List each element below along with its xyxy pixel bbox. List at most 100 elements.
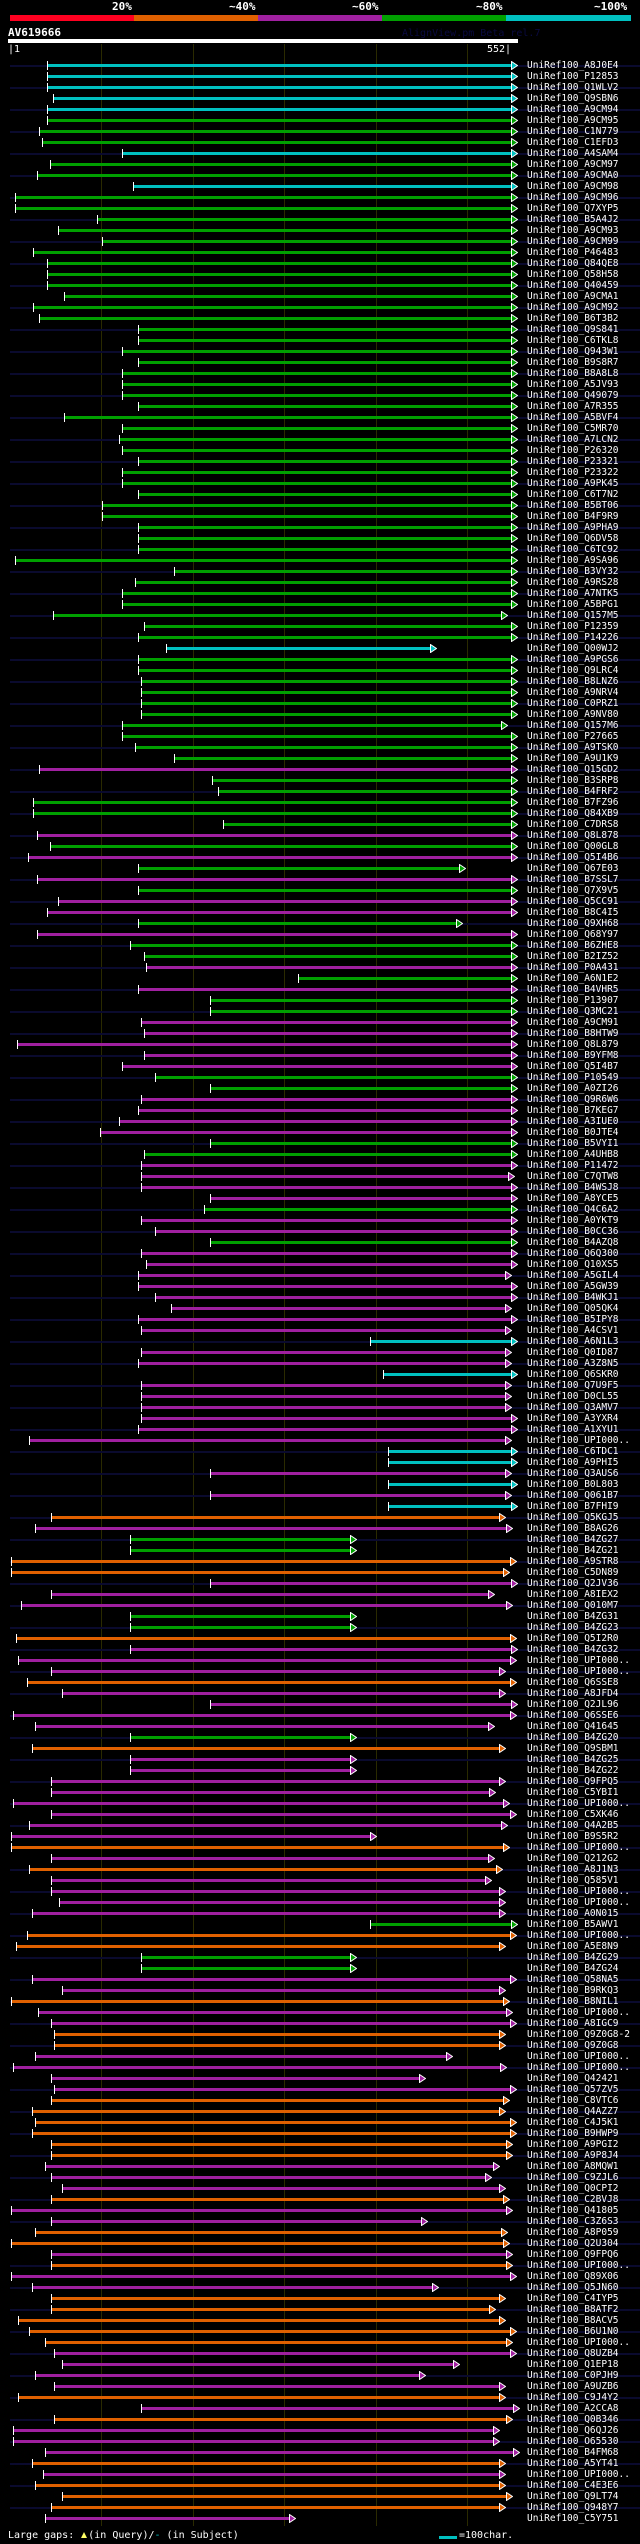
hit-row[interactable]: UniRef100_Q5I4B6: [0, 852, 640, 863]
hit-row[interactable]: UniRef100_A9CM99: [0, 236, 640, 247]
hit-row[interactable]: UniRef100_B4ZG32: [0, 1644, 640, 1655]
alignment-bar[interactable]: [18, 1659, 510, 1662]
hit-row[interactable]: UniRef100_Q2U304: [0, 2238, 640, 2249]
hit-row[interactable]: UniRef100_Q9S841: [0, 324, 640, 335]
hit-label[interactable]: UniRef100_Q5JN60: [527, 2282, 619, 2293]
hit-row[interactable]: UniRef100_B8A8L8: [0, 368, 640, 379]
hit-row[interactable]: UniRef100_O65530: [0, 2436, 640, 2447]
alignment-bar[interactable]: [58, 1901, 499, 1904]
hit-row[interactable]: UniRef100_B7FZ96: [0, 797, 640, 808]
hit-label[interactable]: UniRef100_B5VYI1: [527, 1138, 619, 1149]
hit-label[interactable]: UniRef100_A9CMA0: [527, 170, 619, 181]
hit-row[interactable]: UniRef100_P14226: [0, 632, 640, 643]
alignment-bar[interactable]: [146, 1263, 512, 1266]
alignment-bar[interactable]: [36, 933, 512, 936]
hit-row[interactable]: UniRef100_A7R355: [0, 401, 640, 412]
alignment-bar[interactable]: [46, 119, 512, 122]
hit-label[interactable]: UniRef100_D0CL55: [527, 1391, 619, 1402]
hit-label[interactable]: UniRef100_C5MR70: [527, 423, 619, 434]
hit-label[interactable]: UniRef100_A8YCE5: [527, 1193, 619, 1204]
alignment-bar[interactable]: [51, 2308, 490, 2311]
hit-label[interactable]: UniRef100_Q67E03: [527, 863, 619, 874]
hit-label[interactable]: UniRef100_A4CSV1: [527, 1325, 619, 1336]
hit-row[interactable]: UniRef100_UPI000..: [0, 2007, 640, 2018]
alignment-bar[interactable]: [129, 1615, 350, 1618]
hit-label[interactable]: UniRef100_C6T7N2: [527, 489, 619, 500]
hit-label[interactable]: UniRef100_P0A431: [527, 962, 619, 973]
alignment-bar[interactable]: [209, 1472, 506, 1475]
alignment-bar[interactable]: [122, 724, 502, 727]
hit-label[interactable]: UniRef100_Q010M7: [527, 1600, 619, 1611]
hit-row[interactable]: UniRef100_A3IUE0: [0, 1116, 640, 1127]
hit-label[interactable]: UniRef100_Q6Q300: [527, 1248, 619, 1259]
hit-row[interactable]: UniRef100_Q5I2R0: [0, 1633, 640, 1644]
hit-label[interactable]: UniRef100_Q9Z0G8: [527, 2040, 619, 2051]
hit-row[interactable]: UniRef100_Q7XYP5: [0, 203, 640, 214]
hit-row[interactable]: UniRef100_B4WSJ8: [0, 1182, 640, 1193]
hit-label[interactable]: UniRef100_Q4A2B5: [527, 1820, 619, 1831]
hit-row[interactable]: UniRef100_B7KEG7: [0, 1105, 640, 1116]
hit-row[interactable]: UniRef100_Q89X06: [0, 2271, 640, 2282]
hit-row[interactable]: UniRef100_C0PRZ1: [0, 698, 640, 709]
alignment-bar[interactable]: [51, 1857, 488, 1860]
alignment-bar[interactable]: [140, 1351, 506, 1354]
alignment-bar[interactable]: [51, 2154, 506, 2157]
alignment-bar[interactable]: [137, 460, 512, 463]
hit-label[interactable]: UniRef100_Q6DV58: [527, 533, 619, 544]
hit-row[interactable]: UniRef100_UPI000..: [0, 2062, 640, 2073]
hit-row[interactable]: UniRef100_C5YBI1: [0, 1787, 640, 1798]
hit-label[interactable]: UniRef100_C2BVJ8: [527, 2194, 619, 2205]
hit-label[interactable]: UniRef100_Q58H58: [527, 269, 619, 280]
alignment-bar[interactable]: [51, 2253, 506, 2256]
alignment-bar[interactable]: [54, 2352, 510, 2355]
alignment-bar[interactable]: [51, 1593, 488, 1596]
alignment-bar[interactable]: [122, 394, 512, 397]
alignment-bar[interactable]: [140, 1219, 512, 1222]
alignment-bar[interactable]: [33, 251, 512, 254]
hit-label[interactable]: UniRef100_Q9S841: [527, 324, 619, 335]
alignment-bar[interactable]: [39, 130, 512, 133]
hit-row[interactable]: UniRef100_B4ZG31: [0, 1611, 640, 1622]
hit-label[interactable]: UniRef100_B4ZG24: [527, 1963, 619, 1974]
hit-label[interactable]: UniRef100_UPI000..: [527, 2469, 630, 2480]
hit-label[interactable]: UniRef100_A6N1E2: [527, 973, 619, 984]
alignment-bar[interactable]: [140, 1967, 350, 1970]
hit-row[interactable]: UniRef100_B4F9R9: [0, 511, 640, 522]
hit-row[interactable]: UniRef100_Q8UZB4: [0, 2348, 640, 2359]
alignment-bar[interactable]: [54, 2385, 499, 2388]
alignment-bar[interactable]: [51, 1879, 485, 1882]
alignment-bar[interactable]: [62, 1989, 499, 1992]
hit-row[interactable]: UniRef100_C6T7N2: [0, 489, 640, 500]
hit-row[interactable]: UniRef100_A8IEX2: [0, 1589, 640, 1600]
alignment-bar[interactable]: [44, 2451, 514, 2454]
alignment-bar[interactable]: [34, 1527, 506, 1530]
hit-row[interactable]: UniRef100_A9PGI2: [0, 2139, 640, 2150]
hit-label[interactable]: UniRef100_Q0ID87: [527, 1347, 619, 1358]
alignment-bar[interactable]: [144, 1032, 512, 1035]
hit-label[interactable]: UniRef100_B0L803: [527, 1479, 619, 1490]
hit-row[interactable]: UniRef100_Q212G2: [0, 1853, 640, 1864]
alignment-bar[interactable]: [26, 1934, 510, 1937]
hit-row[interactable]: UniRef100_B9HWP9: [0, 2128, 640, 2139]
alignment-bar[interactable]: [223, 823, 512, 826]
hit-label[interactable]: UniRef100_Q9R6W6: [527, 1094, 619, 1105]
hit-label[interactable]: UniRef100_A5GW39: [527, 1281, 619, 1292]
hit-label[interactable]: UniRef100_C5YBI1: [527, 1787, 619, 1798]
alignment-bar[interactable]: [137, 526, 512, 529]
alignment-bar[interactable]: [137, 889, 512, 892]
hit-label[interactable]: UniRef100_UPI000..: [527, 1930, 630, 1941]
hit-row[interactable]: UniRef100_B4FM68: [0, 2447, 640, 2458]
hit-label[interactable]: UniRef100_B4VHR5: [527, 984, 619, 995]
alignment-bar[interactable]: [54, 2033, 499, 2036]
hit-row[interactable]: UniRef100_Q9R6W6: [0, 1094, 640, 1105]
hit-label[interactable]: UniRef100_B4WKJ1: [527, 1292, 619, 1303]
hit-label[interactable]: UniRef100_B8AG26: [527, 1523, 619, 1534]
alignment-bar[interactable]: [12, 1714, 510, 1717]
alignment-bar[interactable]: [29, 1824, 502, 1827]
hit-row[interactable]: UniRef100_Q10XS5: [0, 1259, 640, 1270]
hit-label[interactable]: UniRef100_O65530: [527, 2436, 619, 2447]
hit-row[interactable]: UniRef100_P12853: [0, 71, 640, 82]
hit-row[interactable]: UniRef100_C1EFD3: [0, 137, 640, 148]
hit-label[interactable]: UniRef100_C5DN89: [527, 1567, 619, 1578]
alignment-bar[interactable]: [209, 1142, 512, 1145]
